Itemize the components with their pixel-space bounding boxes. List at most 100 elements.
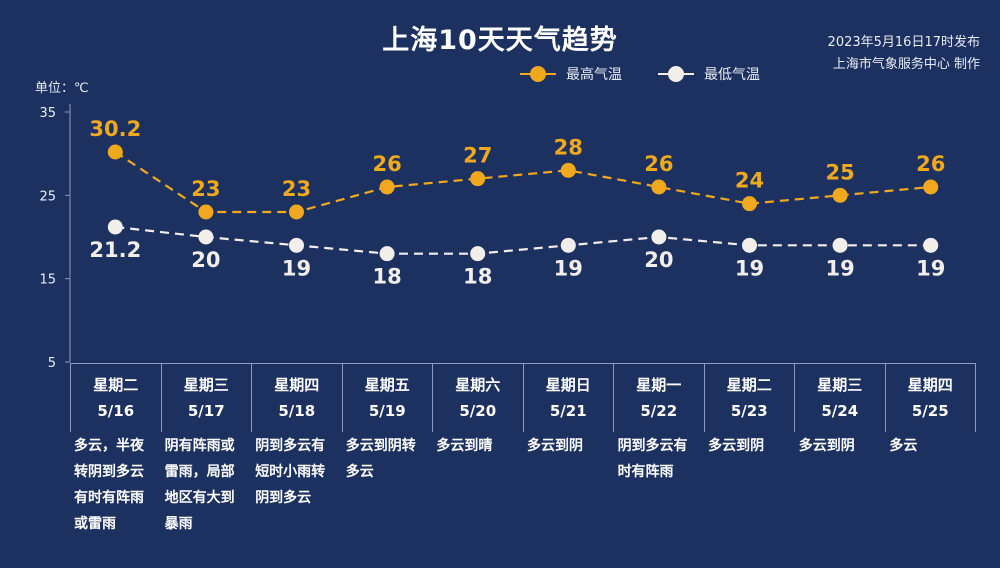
point-low-6 — [651, 229, 667, 245]
weekday-label: 星期三 — [183, 376, 229, 394]
legend-high-label: 最高气温 — [566, 67, 622, 83]
point-low-4 — [470, 246, 486, 262]
condition-row: 多云，半夜转阴到多云有时有阵雨或雷雨 阴有阵雨或雷雨，局部地区有大到暴雨 阴到多云有… — [70, 431, 976, 537]
date-label: 5/21 — [549, 402, 587, 420]
data-label-low-1: 20 — [191, 248, 220, 272]
weekday-label: 星期四 — [907, 376, 953, 394]
series-line-low — [115, 225, 931, 255]
weekday-label: 星期日 — [545, 376, 591, 394]
page-title: 上海10天天气趋势 — [382, 25, 618, 56]
point-low-5 — [560, 237, 576, 253]
data-label-low-4: 18 — [463, 265, 492, 289]
date-label: 5/18 — [278, 402, 316, 420]
date-label: 5/24 — [821, 402, 859, 420]
day-cell-6: 星期一 5/22 — [614, 364, 705, 432]
point-low-7 — [742, 237, 757, 253]
y-tick-label-5: 5 — [48, 356, 56, 371]
point-low-2 — [289, 237, 304, 253]
data-label-low-5: 19 — [554, 256, 583, 280]
condition-text-4: 多云到晴 — [436, 438, 493, 454]
weekday-label: 星期二 — [93, 376, 139, 394]
condition-text-7: 多云到阴 — [708, 438, 765, 454]
publisher: 上海市气象服务中心 制作 — [832, 57, 980, 72]
day-cell-2: 星期四 5/18 — [252, 364, 343, 432]
day-cell-8: 星期三 5/24 — [795, 364, 886, 432]
point-low-8 — [832, 237, 848, 253]
data-label-high-5: 28 — [554, 135, 583, 159]
data-label-high-0: 30.2 — [89, 117, 141, 141]
weekday-label: 星期六 — [455, 376, 501, 394]
condition-text-9: 多云 — [889, 438, 918, 454]
point-low-9 — [923, 237, 939, 253]
point-low-3 — [379, 246, 395, 262]
day-cell-1: 星期三 5/17 — [162, 364, 252, 432]
data-label-high-3: 26 — [372, 152, 401, 176]
data-label-low-2: 19 — [282, 256, 311, 280]
chart-legend: 最高气温 最低气温 — [520, 64, 796, 84]
point-high-5 — [560, 162, 576, 178]
data-label-high-1: 23 — [191, 177, 220, 201]
condition-text-5: 多云到阴 — [526, 438, 583, 454]
series-line-high — [114, 151, 931, 214]
data-label-high-6: 26 — [644, 152, 673, 176]
data-label-high-8: 25 — [825, 160, 854, 184]
legend-low-swatch — [658, 66, 694, 82]
date-label: 5/19 — [368, 402, 406, 420]
date-label: 5/22 — [640, 402, 678, 420]
y-tick-label-35: 35 — [39, 106, 56, 121]
point-low-0 — [107, 219, 123, 235]
legend-low: 最低气温 — [658, 64, 760, 84]
data-label-high-7: 24 — [735, 169, 764, 193]
condition-text-8: 多云到阴 — [798, 438, 855, 454]
data-label-high-9: 26 — [916, 152, 945, 176]
point-high-2 — [289, 204, 304, 220]
date-label: 5/20 — [459, 402, 497, 420]
condition-text-0: 多云，半夜转阴到多云有时有阵雨或雷雨 — [74, 438, 144, 532]
legend-high-swatch — [520, 66, 556, 82]
legend-low-label: 最低气温 — [704, 67, 760, 83]
day-cell-4: 星期六 5/20 — [433, 364, 524, 432]
data-label-low-0: 21.2 — [89, 238, 141, 262]
day-cell-5: 星期日 5/21 — [524, 364, 614, 432]
data-label-high-4: 27 — [463, 144, 492, 168]
legend-high: 最高气温 — [520, 64, 622, 84]
condition-text-3: 多云到阴转多云 — [345, 438, 416, 480]
weekday-label: 星期五 — [364, 376, 410, 394]
weekday-label: 星期四 — [274, 376, 320, 394]
point-high-8 — [832, 187, 848, 203]
condition-text-2: 阴到多云有短时小雨转阴到多云 — [255, 438, 326, 506]
date-label: 5/16 — [97, 402, 135, 420]
source-info: 2023年5月16日17时发布 上海市气象服务中心 制作 — [828, 32, 980, 76]
point-high-9 — [923, 179, 939, 195]
data-label-low-7: 19 — [735, 256, 764, 280]
data-label-low-9: 19 — [916, 256, 945, 280]
point-high-1 — [198, 204, 214, 220]
point-high-7 — [742, 196, 757, 212]
point-high-4 — [470, 171, 486, 187]
publish-time: 2023年5月16日17时发布 — [827, 35, 980, 50]
data-label-low-8: 19 — [825, 256, 854, 280]
weekday-label: 星期一 — [636, 376, 682, 394]
condition-text-1: 阴有阵雨或雷雨，局部地区有大到暴雨 — [164, 438, 235, 532]
y-tick-label-25: 25 — [39, 189, 56, 204]
y-tick-label-15: 15 — [39, 273, 56, 288]
date-label: 5/25 — [911, 402, 949, 420]
data-label-low-3: 18 — [372, 265, 401, 289]
weekday-label: 星期三 — [817, 376, 863, 394]
date-row: 星期二 5/16 星期三 5/17 星期四 5/18 星期五 5/19 星期六 5/20 星期日 5/… — [70, 363, 976, 432]
day-cell-0: 星期二 5/16 — [70, 364, 162, 432]
data-label-low-6: 20 — [644, 248, 673, 272]
point-high-3 — [379, 179, 395, 195]
unit-label: 单位：℃ — [35, 81, 89, 96]
point-low-1 — [198, 229, 214, 245]
weekday-label: 星期二 — [726, 376, 772, 394]
data-label-high-2: 23 — [282, 177, 311, 201]
day-cell-7: 星期二 5/23 — [705, 364, 795, 432]
point-high-0 — [107, 144, 123, 160]
day-cell-9: 星期四 5/25 — [886, 364, 976, 432]
date-label: 5/23 — [730, 402, 768, 420]
date-label: 5/17 — [187, 402, 225, 420]
point-high-6 — [651, 179, 667, 195]
day-cell-3: 星期五 5/19 — [343, 364, 433, 432]
